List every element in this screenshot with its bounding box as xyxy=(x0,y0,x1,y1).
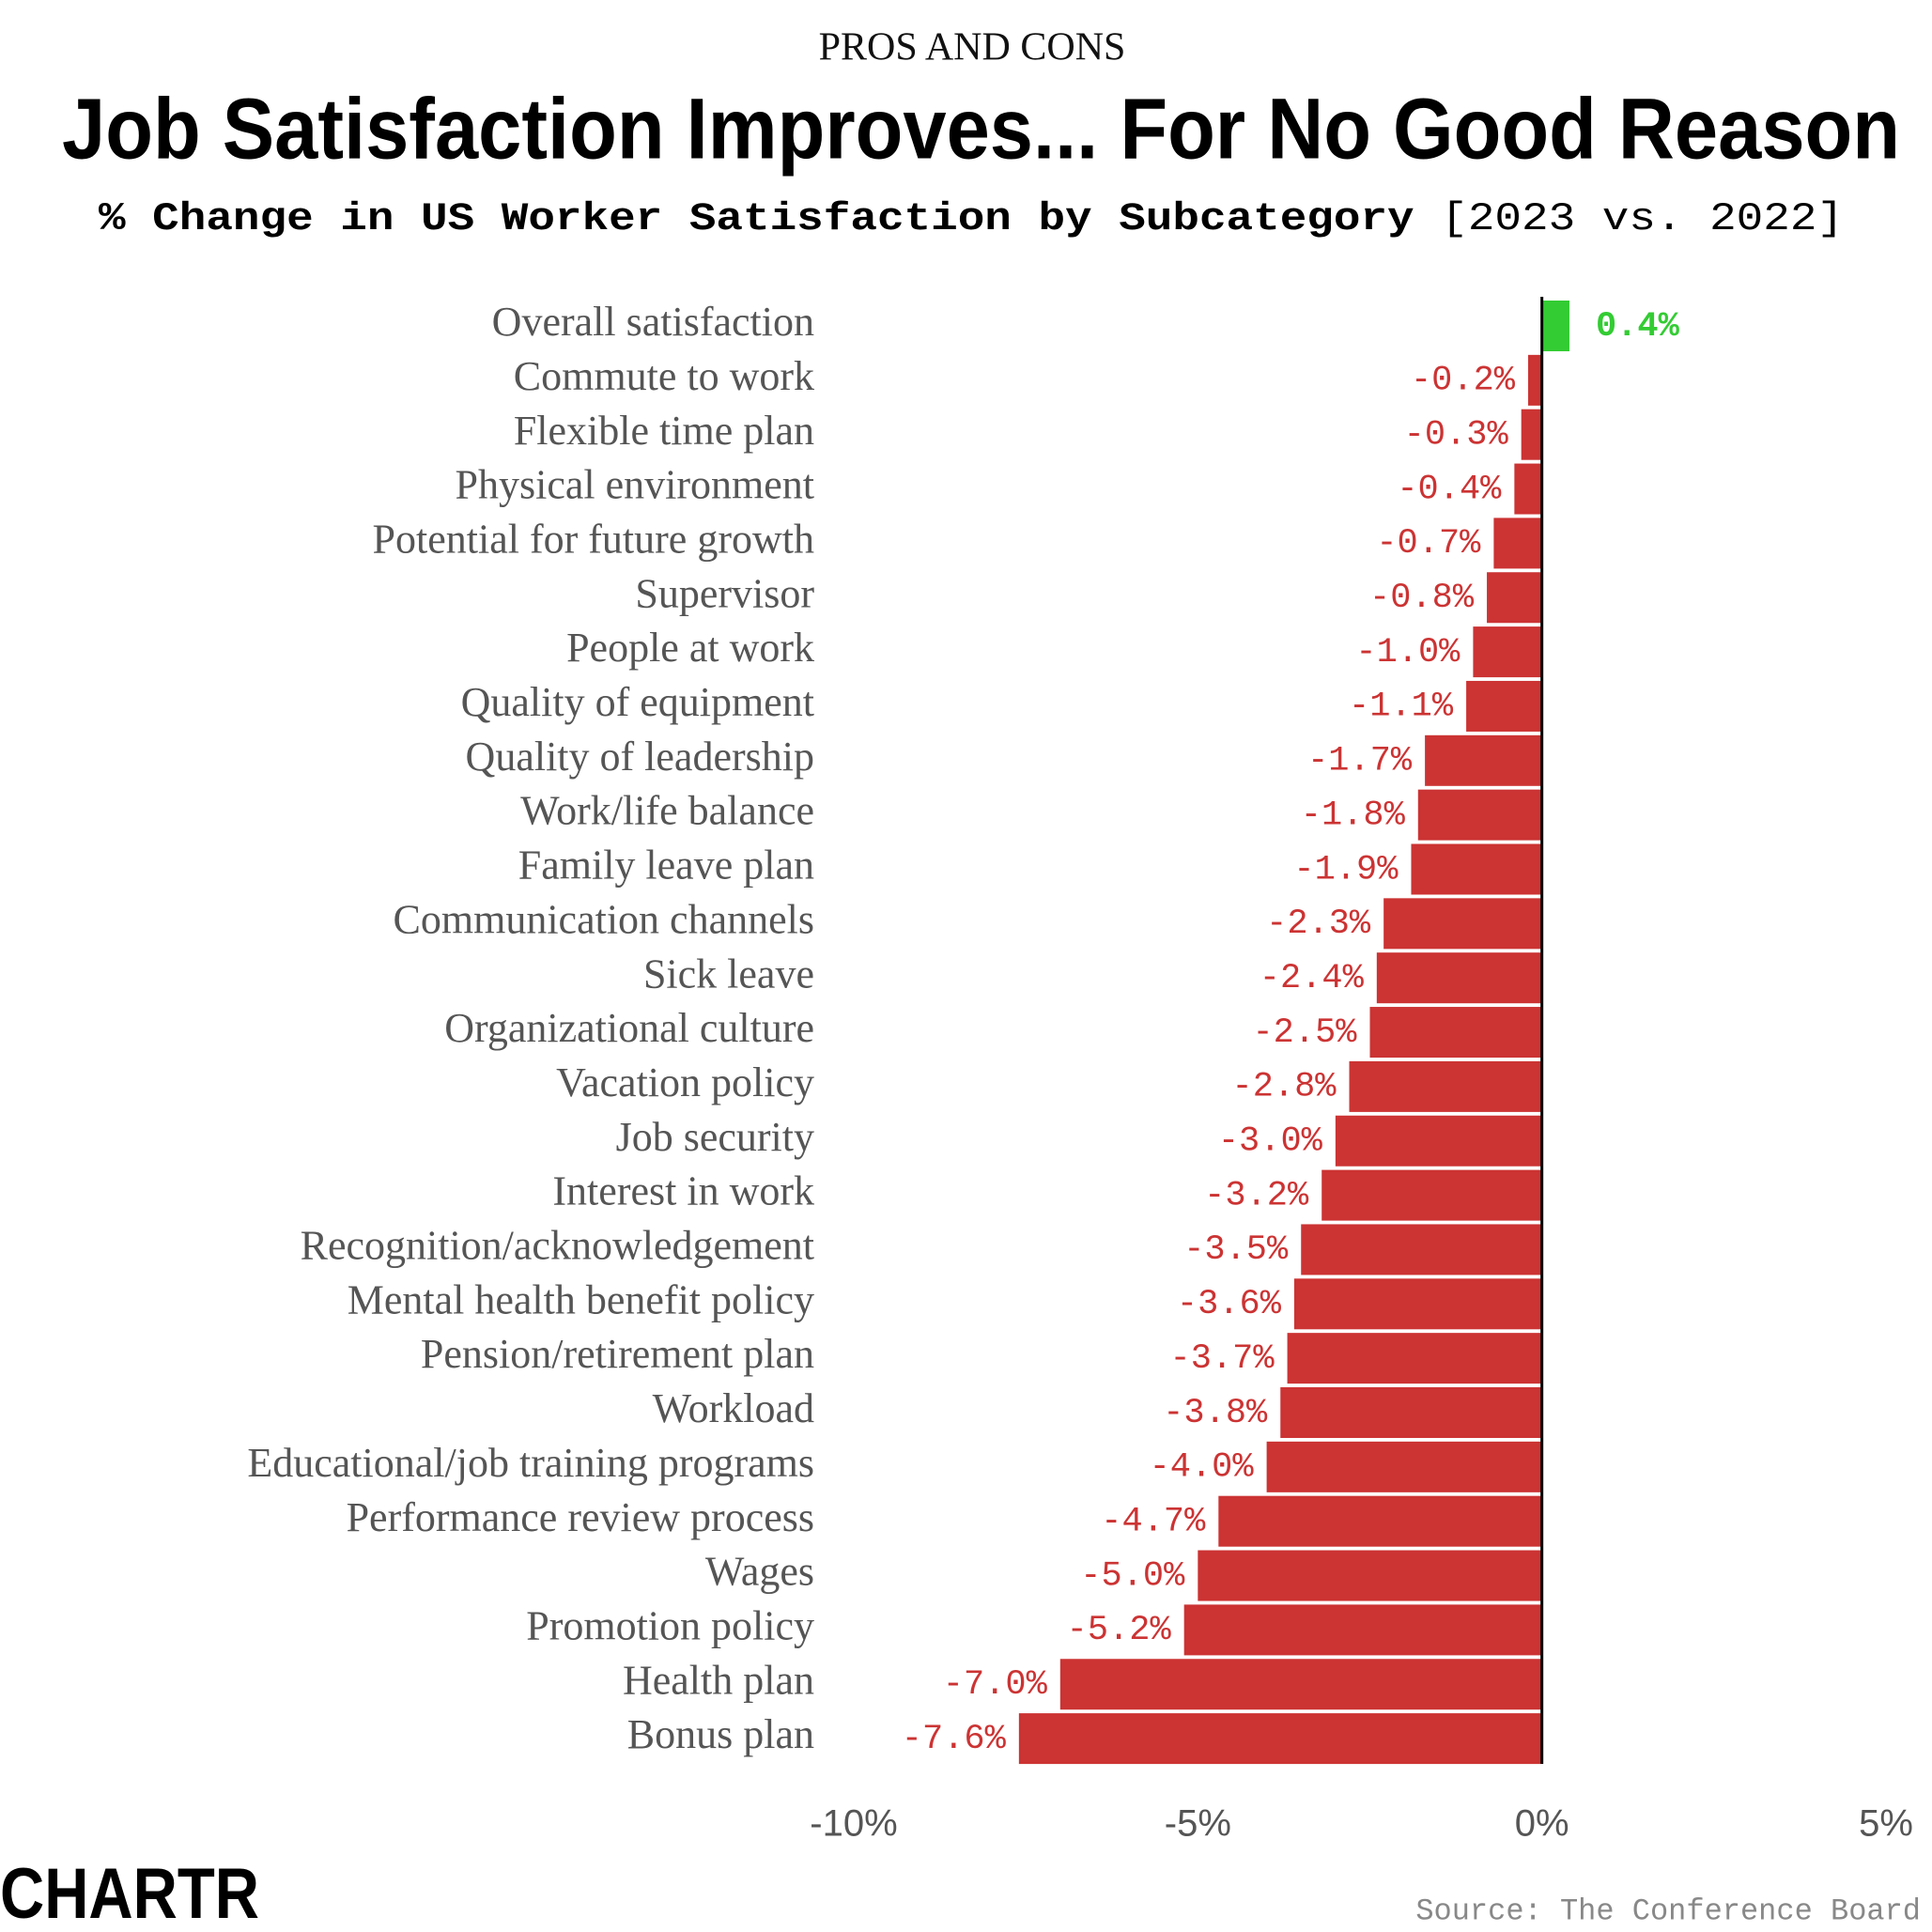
bar xyxy=(1417,789,1542,841)
value-label: -2.5% xyxy=(1252,1013,1357,1053)
chart-title: Job Satisfaction Improves... For No Good… xyxy=(62,81,1900,177)
value-label: -7.6% xyxy=(902,1720,1007,1759)
x-tick-label: 5% xyxy=(1859,1803,1913,1845)
value-label: -1.8% xyxy=(1301,796,1406,835)
bar xyxy=(1293,1278,1542,1330)
value-label: -0.2% xyxy=(1411,362,1516,401)
value-label: -1.9% xyxy=(1293,850,1399,889)
value-label: -3.2% xyxy=(1204,1176,1309,1215)
value-label: -1.0% xyxy=(1355,633,1461,672)
kicker: PROS AND CONS xyxy=(819,26,1126,70)
category-label: Organizational culture xyxy=(444,1005,814,1051)
x-tick-label: 0% xyxy=(1515,1803,1569,1845)
category-label: Work/life balance xyxy=(520,788,814,834)
value-label: -3.6% xyxy=(1177,1285,1282,1324)
category-label: Interest in work xyxy=(552,1168,814,1214)
category-label: Pension/retirement plan xyxy=(421,1331,814,1377)
value-label: -5.2% xyxy=(1067,1611,1172,1650)
subtitle: % Change in US Worker Satisfaction by Su… xyxy=(99,196,1414,241)
value-label: -0.8% xyxy=(1369,579,1475,618)
x-tick-label: -10% xyxy=(810,1803,897,1845)
category-label: Job security xyxy=(616,1114,814,1160)
bar xyxy=(1287,1333,1542,1384)
category-label: Potential for future growth xyxy=(373,516,814,562)
category-label: People at work xyxy=(566,625,814,671)
category-label: Promotion policy xyxy=(526,1602,814,1648)
value-label: -3.0% xyxy=(1218,1122,1323,1162)
bar xyxy=(1493,518,1542,569)
bar xyxy=(1280,1387,1542,1438)
category-label: Educational/job training programs xyxy=(247,1440,814,1486)
value-label: -1.7% xyxy=(1307,742,1413,781)
bar xyxy=(1376,952,1542,1004)
category-label: Overall satisfaction xyxy=(492,299,814,345)
value-label: -3.8% xyxy=(1163,1394,1268,1433)
subtitle-note: [2023 vs. 2022] xyxy=(1441,196,1844,241)
bar xyxy=(1335,1115,1542,1167)
category-label: Flexible time plan xyxy=(514,408,814,454)
value-label: -3.5% xyxy=(1183,1230,1289,1270)
category-label: Recognition/acknowledgement xyxy=(301,1223,814,1269)
value-label: -3.7% xyxy=(1170,1339,1275,1379)
category-label: Family leave plan xyxy=(518,842,814,889)
bar xyxy=(1369,1007,1542,1059)
category-label: Vacation policy xyxy=(556,1059,814,1105)
bar xyxy=(1473,626,1542,678)
bar xyxy=(1425,734,1542,786)
source: Source: The Conference Board xyxy=(1415,1893,1921,1928)
category-label: Communication channels xyxy=(394,896,814,942)
bar xyxy=(1301,1224,1542,1275)
value-label: -0.3% xyxy=(1404,415,1509,455)
category-label: Quality of equipment xyxy=(461,679,814,725)
bar xyxy=(1218,1495,1542,1547)
bar xyxy=(1059,1659,1542,1710)
value-label: -7.0% xyxy=(943,1665,1048,1705)
bar xyxy=(1198,1550,1542,1601)
bar xyxy=(1411,843,1542,895)
category-label: Wages xyxy=(705,1549,814,1595)
category-label: Sick leave xyxy=(643,951,814,997)
value-label: -5.0% xyxy=(1080,1556,1185,1596)
bar xyxy=(1514,463,1542,515)
value-label: -1.1% xyxy=(1349,688,1454,727)
value-label: -0.4% xyxy=(1397,470,1502,509)
category-label: Workload xyxy=(653,1385,814,1431)
value-label: -0.7% xyxy=(1376,524,1481,564)
brand-logo: CHARTR xyxy=(0,1854,259,1932)
bar xyxy=(1541,301,1569,351)
bar xyxy=(1018,1713,1542,1765)
category-label: Performance review process xyxy=(347,1494,814,1540)
bar xyxy=(1321,1169,1542,1221)
category-label: Supervisor xyxy=(635,570,814,616)
value-label: 0.4% xyxy=(1596,307,1680,347)
bar xyxy=(1349,1060,1542,1112)
category-label: Mental health benefit policy xyxy=(348,1276,814,1322)
bar xyxy=(1266,1441,1542,1492)
value-label: -2.4% xyxy=(1260,959,1365,998)
bar xyxy=(1466,680,1542,732)
category-label: Health plan xyxy=(623,1657,814,1703)
value-label: -4.0% xyxy=(1150,1448,1255,1488)
value-label: -4.7% xyxy=(1101,1502,1206,1541)
bar xyxy=(1521,409,1542,460)
category-label: Quality of leadership xyxy=(466,734,814,780)
category-label: Bonus plan xyxy=(627,1711,814,1757)
bar xyxy=(1183,1604,1542,1656)
value-label: -2.3% xyxy=(1266,904,1371,944)
x-tick-label: -5% xyxy=(1165,1803,1231,1845)
bar xyxy=(1528,354,1542,406)
bar xyxy=(1383,898,1542,950)
value-label: -2.8% xyxy=(1231,1068,1337,1107)
category-label: Physical environment xyxy=(456,462,815,508)
category-label: Commute to work xyxy=(514,353,814,399)
bar xyxy=(1487,572,1542,624)
subtitle-line: % Change in US Worker Satisfaction by Su… xyxy=(99,196,1844,241)
